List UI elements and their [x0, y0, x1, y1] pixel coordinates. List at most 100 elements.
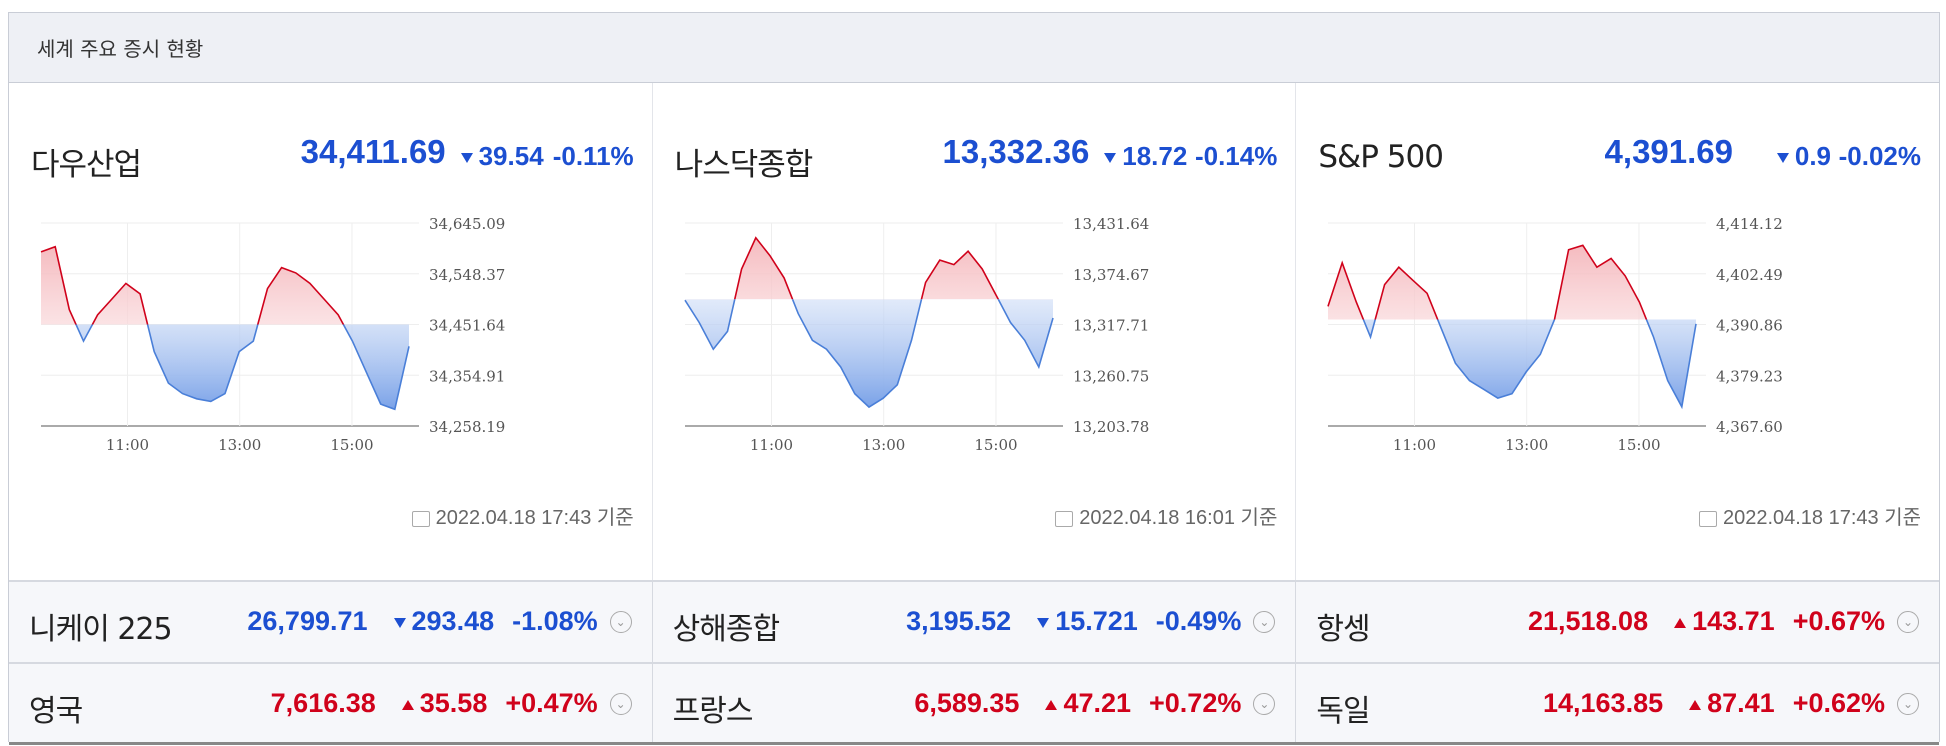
- y-tick-label: 4,390.86: [1716, 317, 1783, 335]
- x-tick-label: 11:00: [106, 436, 149, 454]
- market-value: 26,799.71: [247, 606, 368, 636]
- chevron-down-icon[interactable]: ⌄: [1897, 610, 1920, 633]
- market-name: 상해종합: [672, 612, 780, 647]
- up-arrow-icon: [401, 699, 414, 710]
- area-above-baseline: [734, 237, 998, 300]
- market-value: 3,195.52: [906, 606, 1012, 636]
- market-percent: +0.72%: [1149, 688, 1242, 718]
- intraday-chart: 13,431.64 13,374.67 13,317.71 13,260.75 13,2…: [683, 215, 1149, 454]
- index-change: 39.54: [460, 141, 544, 172]
- market-percent: +0.47%: [505, 688, 598, 718]
- index-name: 나스닥종합: [674, 147, 814, 183]
- market-name: 영국: [29, 694, 83, 729]
- index-panels: 다우산업 34,411.69 39.54 -0.11% 34,645.09 34,…: [9, 83, 1939, 580]
- up-arrow-icon: [1674, 617, 1687, 628]
- market-cell-france[interactable]: 프랑스 6,589.35 47.21 +0.72% ⌄: [653, 664, 1297, 742]
- market-name: 니케이 225: [29, 612, 173, 647]
- market-name: 독일: [1316, 694, 1370, 729]
- index-percent: -0.14%: [1194, 141, 1278, 171]
- calendar-icon: [1698, 510, 1717, 527]
- y-tick-label: 34,354.91: [429, 367, 505, 385]
- calendar-icon: [411, 510, 430, 527]
- index-value: 13,332.36: [942, 133, 1090, 170]
- market-cell-uk[interactable]: 영국 7,616.38 35.58 +0.47% ⌄: [9, 664, 653, 742]
- chevron-down-icon[interactable]: ⌄: [1253, 692, 1276, 715]
- index-panel-dow[interactable]: 다우산업 34,411.69 39.54 -0.11% 34,645.09 34,…: [9, 83, 653, 580]
- other-markets: 니케이 225 26,799.71 293.48 -1.08% ⌄ 상해종합 3…: [9, 580, 1939, 745]
- index-percent: -0.02%: [1838, 141, 1922, 171]
- x-tick-label: 11:00: [750, 436, 793, 454]
- x-tick-label: 15:00: [330, 436, 373, 454]
- area-below-baseline: [684, 299, 1053, 408]
- series-line-down: [1362, 319, 1698, 410]
- market-figures: 6,589.35 47.21 +0.72% ⌄: [914, 688, 1276, 719]
- market-figures: 21,518.08 143.71 +0.67% ⌄: [1528, 606, 1920, 637]
- y-tick-label: 34,548.37: [429, 266, 505, 284]
- y-tick-label: 4,367.60: [1716, 418, 1783, 436]
- index-percent: -0.11%: [552, 141, 634, 171]
- x-tick-label: 11:00: [1393, 436, 1436, 454]
- y-tick-label: 13,317.71: [1073, 317, 1149, 335]
- chevron-down-icon[interactable]: ⌄: [609, 610, 632, 633]
- market-cell-germany[interactable]: 독일 14,163.85 87.41 +0.62% ⌄: [1296, 664, 1939, 742]
- market-percent: -1.08%: [512, 606, 598, 636]
- market-change: 35.58: [401, 688, 487, 719]
- market-cell-hangseng[interactable]: 항셍 21,518.08 143.71 +0.67% ⌄: [1296, 582, 1939, 662]
- y-tick-label: 13,431.64: [1073, 215, 1149, 233]
- up-arrow-icon: [1045, 699, 1058, 710]
- timestamp: 2022.04.18 16:01 기준: [1055, 501, 1277, 530]
- market-value: 14,163.85: [1542, 688, 1664, 718]
- index-panel-nasdaq[interactable]: 나스닥종합 13,332.36 18.72 -0.14% 13,431.64 13…: [653, 83, 1297, 580]
- y-tick-label: 34,451.64: [429, 317, 505, 335]
- chevron-down-icon[interactable]: ⌄: [1897, 692, 1920, 715]
- y-tick-label: 13,203.78: [1073, 418, 1149, 436]
- x-tick-label: 13:00: [218, 436, 261, 454]
- up-arrow-icon: [1689, 699, 1702, 710]
- market-change: 143.71: [1674, 606, 1775, 637]
- market-value: 6,589.35: [914, 688, 1020, 718]
- market-change: 47.21: [1045, 688, 1131, 719]
- index-change: 0.9: [1776, 141, 1831, 172]
- area-below-baseline: [1363, 319, 1697, 407]
- x-tick-label: 13:00: [862, 436, 905, 454]
- y-tick-label: 4,402.49: [1716, 266, 1783, 284]
- market-change: 293.48: [393, 606, 494, 637]
- chevron-down-icon[interactable]: ⌄: [609, 692, 632, 715]
- world-markets-widget: 세계 주요 증시 현황 다우산업 34,411.69 39.54 -0.11% …: [8, 12, 1940, 745]
- series-line-down: [75, 324, 410, 411]
- index-value: 34,411.69: [300, 133, 446, 170]
- series-line-down: [683, 299, 1054, 409]
- market-cell-shanghai[interactable]: 상해종합 3,195.52 15.721 -0.49% ⌄: [653, 582, 1297, 662]
- down-arrow-icon: [1776, 153, 1789, 164]
- index-name: 다우산업: [31, 147, 142, 183]
- y-tick-label: 13,260.75: [1073, 367, 1149, 385]
- y-tick-label: 13,374.67: [1073, 266, 1149, 284]
- y-tick-label: 34,645.09: [429, 215, 505, 233]
- intraday-chart: 34,645.09 34,548.37 34,451.64 34,354.91 34,2…: [40, 215, 505, 454]
- index-panel-sp500[interactable]: S&P 500 4,391.69 0.9 -0.02% 4,414.12 4,40…: [1296, 83, 1939, 580]
- market-figures: 14,163.85 87.41 +0.62% ⌄: [1542, 688, 1920, 719]
- down-arrow-icon: [393, 617, 406, 628]
- market-row: 니케이 225 26,799.71 293.48 -1.08% ⌄ 상해종합 3…: [9, 580, 1939, 662]
- timestamp: 2022.04.18 17:43 기준: [411, 501, 634, 530]
- market-figures: 26,799.71 293.48 -1.08% ⌄: [247, 606, 632, 637]
- series-line-up: [733, 236, 999, 300]
- intraday-chart: 4,414.12 4,402.49 4,390.86 4,379.23 4,367.60…: [1327, 215, 1783, 454]
- y-tick-label: 4,414.12: [1716, 215, 1783, 233]
- market-figures: 3,195.52 15.721 -0.49% ⌄: [906, 606, 1276, 637]
- index-value: 4,391.69: [1604, 133, 1734, 170]
- area-below-baseline: [41, 324, 409, 410]
- market-cell-nikkei[interactable]: 니케이 225 26,799.71 293.48 -1.08% ⌄: [9, 582, 653, 662]
- market-percent: +0.62%: [1792, 688, 1886, 718]
- down-arrow-icon: [460, 153, 473, 164]
- down-arrow-icon: [1037, 617, 1050, 628]
- market-name: 프랑스: [672, 694, 754, 729]
- market-row: 영국 7,616.38 35.58 +0.47% ⌄ 프랑스 6,589.35 …: [9, 662, 1939, 745]
- market-percent: +0.67%: [1792, 606, 1886, 636]
- area-above-baseline: [1328, 245, 1697, 320]
- market-figures: 7,616.38 35.58 +0.47% ⌄: [271, 688, 632, 719]
- down-arrow-icon: [1104, 153, 1117, 164]
- market-value: 7,616.38: [270, 688, 376, 718]
- chevron-down-icon[interactable]: ⌄: [1253, 610, 1276, 633]
- y-tick-label: 4,379.23: [1716, 367, 1783, 385]
